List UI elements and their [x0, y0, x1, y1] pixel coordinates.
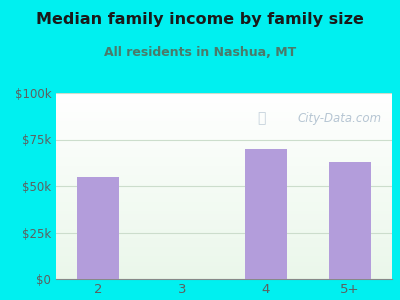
Text: ⓘ: ⓘ	[258, 112, 266, 126]
Bar	[329, 162, 371, 279]
Text: Median family income by family size: Median family income by family size	[36, 12, 364, 27]
Text: City-Data.com: City-Data.com	[298, 112, 382, 124]
Bar	[245, 149, 287, 279]
Bar	[77, 177, 119, 279]
Text: All residents in Nashua, MT: All residents in Nashua, MT	[104, 46, 296, 59]
